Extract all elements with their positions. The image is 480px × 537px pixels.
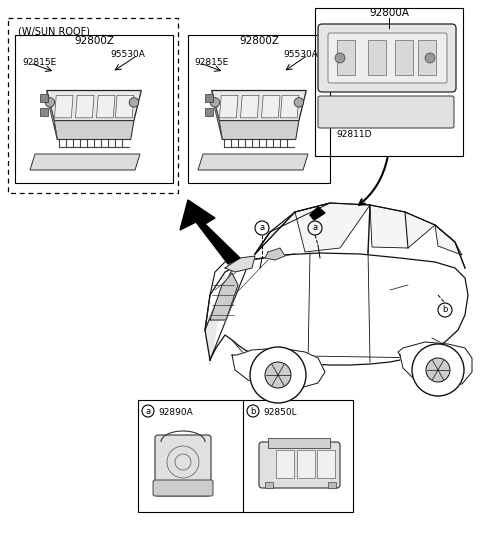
Polygon shape bbox=[310, 207, 325, 220]
Polygon shape bbox=[255, 203, 330, 254]
Bar bbox=[265, 482, 273, 488]
Circle shape bbox=[426, 358, 450, 382]
Text: 92800A: 92800A bbox=[369, 8, 409, 18]
Text: 92811D: 92811D bbox=[336, 130, 372, 139]
Bar bbox=[368, 40, 386, 75]
Bar bbox=[395, 40, 413, 75]
Circle shape bbox=[265, 362, 291, 388]
Text: 92800Z: 92800Z bbox=[239, 36, 279, 46]
Text: 95530A: 95530A bbox=[283, 50, 318, 59]
Polygon shape bbox=[435, 225, 462, 255]
Circle shape bbox=[335, 53, 345, 63]
Bar bbox=[204, 93, 213, 101]
Polygon shape bbox=[47, 91, 141, 121]
Text: 92800Z: 92800Z bbox=[74, 36, 114, 46]
Polygon shape bbox=[212, 91, 306, 121]
Circle shape bbox=[294, 98, 304, 107]
Polygon shape bbox=[398, 342, 472, 386]
Bar bbox=[15, 35, 173, 183]
Polygon shape bbox=[225, 256, 255, 272]
FancyBboxPatch shape bbox=[318, 24, 456, 92]
Text: a: a bbox=[312, 223, 318, 233]
Polygon shape bbox=[280, 96, 299, 118]
Text: b: b bbox=[442, 306, 448, 315]
Polygon shape bbox=[219, 96, 238, 118]
Polygon shape bbox=[295, 203, 370, 252]
Polygon shape bbox=[180, 200, 240, 264]
Bar bbox=[418, 40, 436, 75]
Polygon shape bbox=[54, 121, 134, 140]
FancyBboxPatch shape bbox=[318, 96, 454, 128]
Bar bbox=[8, 18, 178, 193]
Polygon shape bbox=[75, 96, 94, 118]
Polygon shape bbox=[30, 154, 140, 170]
Circle shape bbox=[45, 98, 55, 107]
Text: b: b bbox=[250, 407, 256, 416]
Bar bbox=[328, 482, 336, 488]
FancyBboxPatch shape bbox=[153, 480, 213, 496]
Text: 92815E: 92815E bbox=[194, 58, 228, 67]
Bar bbox=[298, 450, 315, 478]
Circle shape bbox=[210, 98, 220, 107]
Circle shape bbox=[425, 53, 435, 63]
Bar bbox=[40, 93, 48, 101]
Polygon shape bbox=[212, 91, 222, 140]
Polygon shape bbox=[210, 273, 238, 320]
Text: 92890A: 92890A bbox=[158, 408, 193, 417]
Bar bbox=[268, 438, 330, 448]
Bar bbox=[40, 107, 48, 115]
Polygon shape bbox=[205, 275, 225, 365]
Polygon shape bbox=[219, 121, 299, 140]
Polygon shape bbox=[262, 96, 280, 118]
Text: 95530A: 95530A bbox=[110, 50, 145, 59]
Circle shape bbox=[250, 347, 306, 403]
Polygon shape bbox=[47, 91, 57, 140]
Polygon shape bbox=[232, 348, 325, 388]
Polygon shape bbox=[240, 96, 259, 118]
Circle shape bbox=[412, 344, 464, 396]
Circle shape bbox=[129, 98, 139, 107]
Text: (W/SUN ROOF): (W/SUN ROOF) bbox=[18, 26, 90, 36]
Polygon shape bbox=[370, 205, 435, 248]
Bar bbox=[315, 8, 463, 156]
Bar bbox=[317, 450, 335, 478]
Polygon shape bbox=[265, 248, 285, 260]
FancyBboxPatch shape bbox=[328, 33, 447, 83]
Bar bbox=[138, 400, 353, 512]
FancyBboxPatch shape bbox=[155, 435, 211, 496]
Text: 92812F: 92812F bbox=[202, 162, 236, 171]
Polygon shape bbox=[96, 96, 115, 118]
Polygon shape bbox=[198, 154, 308, 170]
Text: a: a bbox=[145, 407, 151, 416]
Bar bbox=[276, 450, 294, 478]
Text: 92812F: 92812F bbox=[30, 162, 64, 171]
Bar bbox=[337, 40, 355, 75]
Polygon shape bbox=[115, 96, 134, 118]
Text: 92850L: 92850L bbox=[263, 408, 297, 417]
Polygon shape bbox=[55, 96, 73, 118]
Bar bbox=[188, 35, 330, 183]
Text: 92815E: 92815E bbox=[22, 58, 56, 67]
Bar bbox=[204, 107, 213, 115]
FancyBboxPatch shape bbox=[259, 442, 340, 488]
Text: a: a bbox=[259, 223, 264, 233]
